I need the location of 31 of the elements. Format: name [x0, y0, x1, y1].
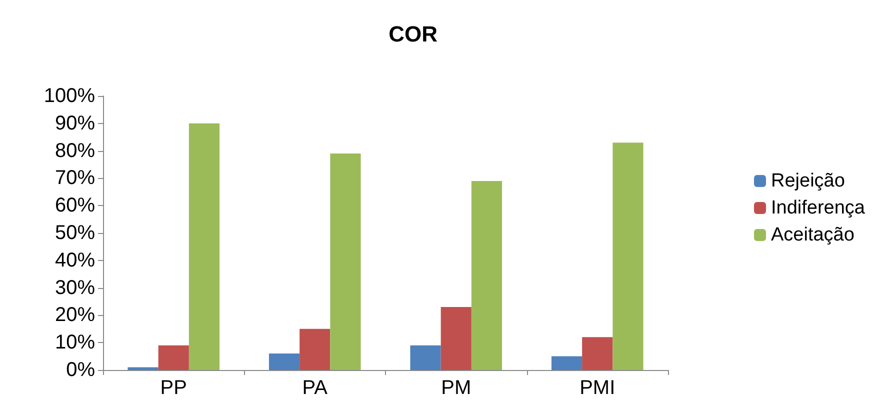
y-tick-label: 30% [54, 276, 96, 299]
y-tick-label: 0% [66, 359, 96, 381]
y-tick-label: 100% [44, 85, 96, 107]
y-tick-label: 10% [54, 332, 96, 354]
bar [410, 345, 441, 370]
y-tick-label: 80% [54, 140, 96, 162]
bar [128, 367, 158, 370]
bar [158, 345, 189, 370]
y-tick-label: 60% [54, 194, 96, 217]
legend-label: Aceitação [770, 224, 854, 246]
bar [551, 356, 582, 370]
y-tick-label: 90% [54, 112, 96, 134]
chart-title: COR [388, 22, 438, 46]
x-tick-label: PA [302, 377, 328, 399]
x-tick-label: PP [160, 377, 187, 399]
y-tick-label: 50% [54, 222, 96, 244]
bar [188, 123, 220, 370]
bar [440, 306, 472, 370]
bar [471, 180, 502, 370]
y-tick-label: 40% [54, 249, 96, 272]
bar [582, 337, 613, 370]
bar [300, 328, 330, 370]
y-tick-label: 20% [54, 304, 96, 326]
legend-label: Rejeição [770, 170, 845, 192]
bar [268, 354, 300, 370]
x-tick-label: PMI [580, 377, 616, 399]
y-tick-label: 70% [54, 167, 96, 190]
x-tick-label: PM [441, 377, 472, 399]
bar [330, 154, 361, 370]
legend-label: Indiferença [770, 198, 866, 218]
bar [612, 142, 644, 370]
